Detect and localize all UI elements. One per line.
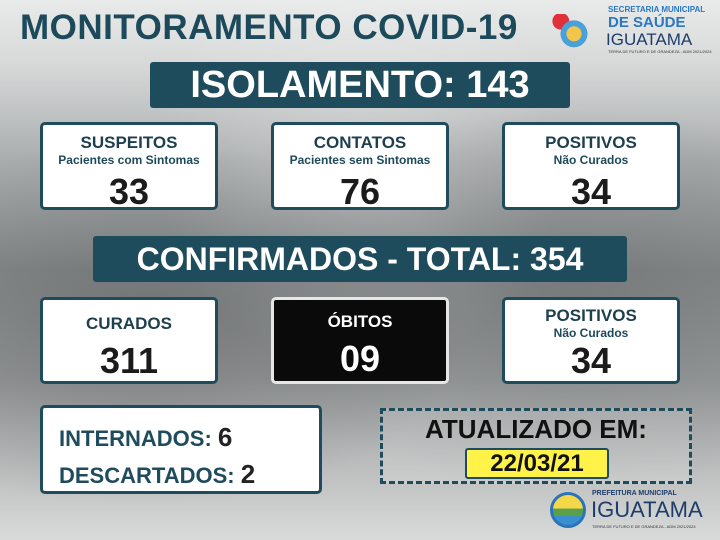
suspeitos-card: SUSPEITOS Pacientes com Sintomas 33 (40, 122, 218, 212)
health-icons-logo (552, 14, 596, 50)
page-title: MONITORAMENTO COVID-19 (20, 8, 518, 47)
positivos-card: POSITIVOS Não Curados 34 (502, 122, 680, 212)
atualizado-box: ATUALIZADO EM: 22/03/21 (380, 408, 692, 484)
logo-secretaria-saude: SECRETARIA MUNICIPAL DE SAÚDE IGUATAMA T… (548, 6, 716, 56)
internados-row: INTERNADOS: 6 (59, 422, 233, 452)
atualizado-label: ATUALIZADO EM: (425, 414, 647, 444)
logo-bottom-line1: PREFEITURA MUNICIPAL (592, 490, 677, 497)
internados-descartados-card: INTERNADOS: 6 DESCARTADOS: 2 (40, 405, 322, 494)
logo-top-line1: SECRETARIA MUNICIPAL (608, 5, 706, 14)
positivos-card-2: POSITIVOS Não Curados 34 (502, 297, 680, 384)
logo-bottom-line2: IGUATAMA (591, 497, 703, 522)
logo-bottom-tagline: TERRA DE FUTURO E DE GRANDEZA - ADM 2021… (592, 524, 696, 529)
prefeitura-emblem (550, 492, 586, 528)
isolamento-banner: ISOLAMENTO: 143 (150, 62, 570, 108)
date-badge: 22/03/21 (465, 448, 609, 479)
logo-prefeitura: PREFEITURA MUNICIPAL IGUATAMA TERRA DE F… (548, 488, 716, 536)
logo-top-line3: IGUATAMA (606, 30, 693, 49)
contatos-card: CONTATOS Pacientes sem Sintomas 76 (271, 122, 449, 212)
curados-card: CURADOS 311 (40, 297, 218, 384)
confirmados-banner: CONFIRMADOS - TOTAL: 354 (93, 236, 627, 282)
logo-top-line2: DE SAÚDE (608, 14, 686, 31)
logo-top-tagline: TERRA DE FUTURO E DE GRANDEZA - ADM 2021… (608, 49, 712, 54)
descartados-row: DESCARTADOS: 2 (59, 459, 256, 489)
obitos-card: ÓBITOS 09 (271, 297, 449, 384)
